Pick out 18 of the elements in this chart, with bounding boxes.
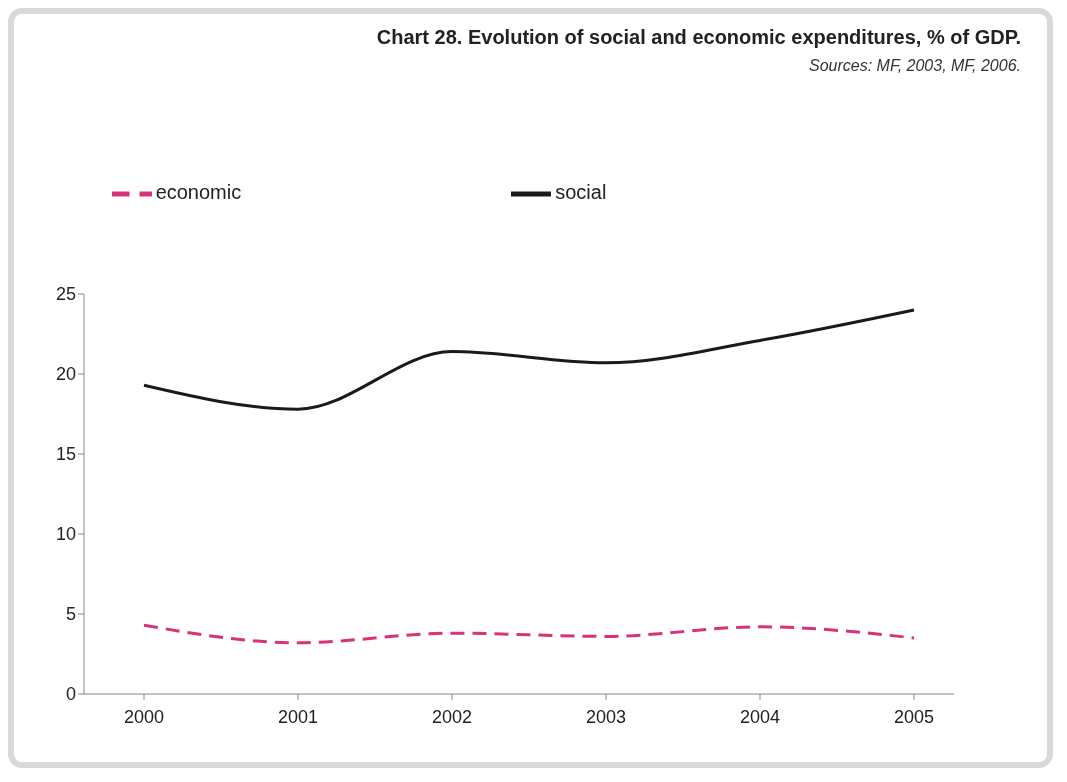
y-tick-label: 25	[55, 284, 76, 305]
x-tick-label: 2005	[893, 706, 935, 727]
line-series	[142, 623, 916, 645]
x-tick-label: 2004	[739, 706, 781, 727]
line-series	[142, 308, 916, 411]
x-tick-label: 2003	[585, 706, 627, 727]
y-tick-label: 0	[65, 684, 76, 705]
chart-title: Chart 28. Evolution of social and economic expenditures, % of GDP.	[375, 25, 1022, 49]
x-tick-label: 2000	[123, 706, 165, 727]
legend-label: economic	[155, 181, 242, 204]
source-note: Sources: MF, 2003, MF, 2006.	[808, 56, 1022, 75]
legend-label: social	[555, 181, 607, 204]
y-tick-label: 15	[55, 444, 76, 465]
x-tick-label: 2002	[431, 706, 473, 727]
y-tick-label: 10	[55, 524, 76, 545]
y-tick-label: 20	[55, 364, 76, 385]
y-tick-label: 5	[65, 604, 76, 625]
x-tick-label: 2001	[277, 706, 319, 727]
